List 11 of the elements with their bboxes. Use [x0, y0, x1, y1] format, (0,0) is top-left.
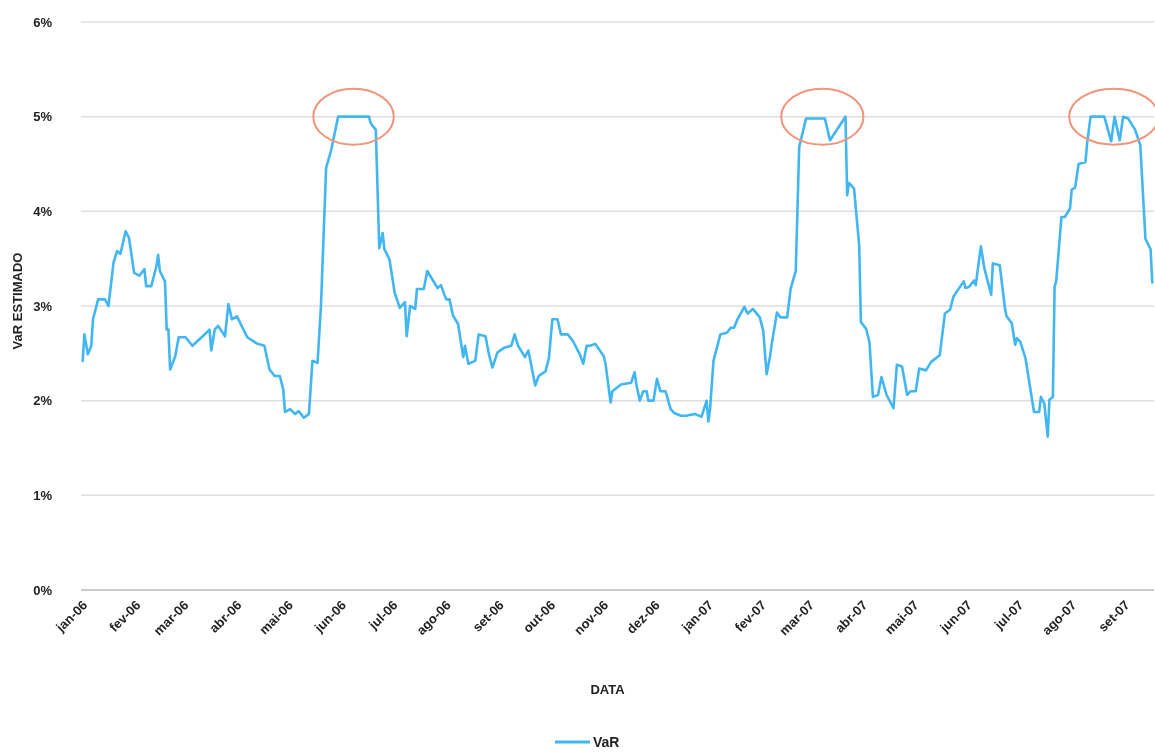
- y-tick-label: 3%: [33, 298, 53, 314]
- legend-label: VaR: [593, 733, 620, 750]
- y-tick-label: 1%: [33, 487, 53, 503]
- y-tick-label: 6%: [33, 14, 53, 30]
- y-tick-label: 5%: [33, 109, 53, 125]
- y-axis-title: VaR ESTIMADO: [10, 252, 25, 350]
- y-tick-label: 4%: [33, 203, 53, 219]
- line-series: [81, 115, 1154, 438]
- x-axis-title: DATA: [590, 682, 626, 697]
- y-tick-label: 2%: [33, 393, 53, 409]
- y-tick-label: 0%: [33, 582, 53, 598]
